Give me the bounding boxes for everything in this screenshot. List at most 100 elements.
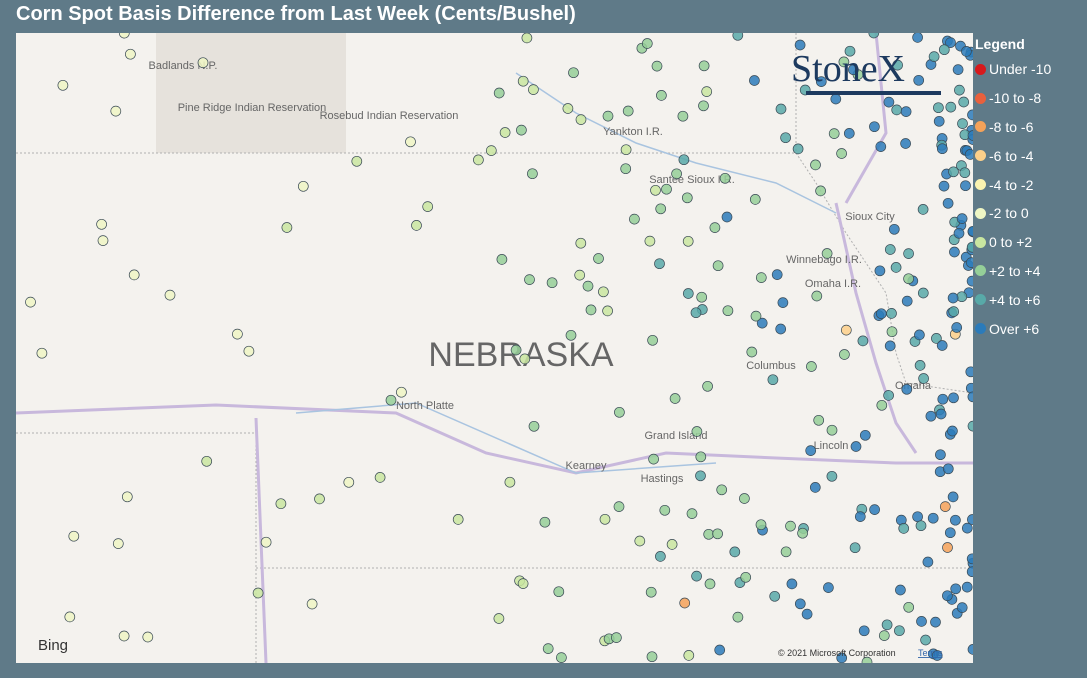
marker[interactable] [527,168,538,180]
marker[interactable] [875,308,887,320]
marker[interactable] [945,101,957,113]
marker[interactable] [965,257,973,268]
marker[interactable] [641,38,653,49]
legend-item[interactable]: -8 to -6 [975,113,1051,142]
marker[interactable] [930,616,941,628]
marker[interactable] [810,159,821,171]
marker[interactable] [275,498,287,510]
marker[interactable] [201,455,213,467]
marker[interactable] [64,611,76,623]
marker[interactable] [857,335,869,347]
marker[interactable] [556,652,567,663]
marker[interactable] [935,449,946,461]
marker[interactable] [297,180,309,192]
marker[interactable] [881,619,893,631]
marker[interactable] [678,154,690,166]
marker[interactable] [869,121,880,133]
marker[interactable] [967,130,973,141]
marker[interactable] [884,244,896,255]
marker[interactable] [948,392,959,404]
marker[interactable] [961,46,972,57]
marker[interactable] [957,118,968,129]
marker[interactable] [654,258,665,270]
marker[interactable] [546,277,558,289]
marker[interactable] [858,625,870,637]
marker[interactable] [938,44,950,56]
marker[interactable] [679,597,691,609]
marker[interactable] [25,296,36,308]
marker[interactable] [411,220,422,231]
marker[interactable] [499,127,511,138]
marker[interactable] [681,192,693,204]
marker[interactable] [112,538,124,549]
marker[interactable] [951,322,963,333]
marker[interactable] [953,227,965,239]
marker[interactable] [849,542,861,554]
marker[interactable] [655,551,666,562]
marker[interactable] [602,305,613,317]
marker[interactable] [967,514,973,525]
marker[interactable] [901,383,913,395]
marker[interactable] [942,197,954,209]
marker[interactable] [473,154,484,166]
marker[interactable] [794,598,806,610]
marker[interactable] [850,441,862,452]
marker[interactable] [452,514,464,525]
marker[interactable] [647,334,658,346]
marker[interactable] [504,476,516,488]
marker[interactable] [918,373,929,384]
marker[interactable] [118,33,130,39]
marker[interactable] [698,60,710,72]
marker[interactable] [68,530,80,542]
marker[interactable] [669,393,681,404]
marker[interactable] [961,581,973,593]
marker[interactable] [806,361,817,372]
marker[interactable] [691,570,702,582]
marker[interactable] [517,578,529,589]
marker[interactable] [874,265,886,277]
marker[interactable] [661,183,672,195]
marker[interactable] [306,598,318,610]
marker[interactable] [792,143,804,155]
marker[interactable] [128,269,140,281]
marker[interactable] [898,523,910,534]
marker[interactable] [749,75,760,86]
marker[interactable] [944,527,956,539]
marker[interactable] [721,211,733,223]
marker[interactable] [928,51,940,62]
terms-link[interactable]: Terms [918,648,943,658]
marker[interactable] [716,484,728,496]
marker[interactable] [755,272,767,283]
marker[interactable] [666,539,678,550]
marker[interactable] [260,536,272,548]
legend-item[interactable]: -10 to -8 [975,84,1051,113]
marker[interactable] [922,556,934,568]
marker[interactable] [859,429,871,441]
marker[interactable] [343,476,355,488]
marker[interactable] [823,582,834,593]
marker[interactable] [888,223,900,235]
marker[interactable] [900,138,911,149]
marker[interactable] [690,307,702,319]
marker[interactable] [755,519,767,531]
marker[interactable] [883,390,894,401]
marker[interactable] [912,33,923,43]
marker[interactable] [828,128,840,139]
marker[interactable] [634,535,646,547]
marker[interactable] [965,366,973,378]
marker[interactable] [891,104,903,116]
marker[interactable] [903,273,914,285]
marker[interactable] [875,141,887,152]
marker[interactable] [949,246,960,258]
marker[interactable] [942,463,954,475]
marker[interactable] [813,414,825,426]
marker[interactable] [701,86,713,97]
marker[interactable] [937,393,949,405]
marker[interactable] [598,286,609,298]
marker[interactable] [493,87,505,99]
marker[interactable] [917,287,929,299]
marker[interactable] [374,472,386,483]
legend-item[interactable]: -4 to -2 [975,170,1051,199]
marker[interactable] [878,630,890,641]
marker[interactable] [614,406,625,418]
